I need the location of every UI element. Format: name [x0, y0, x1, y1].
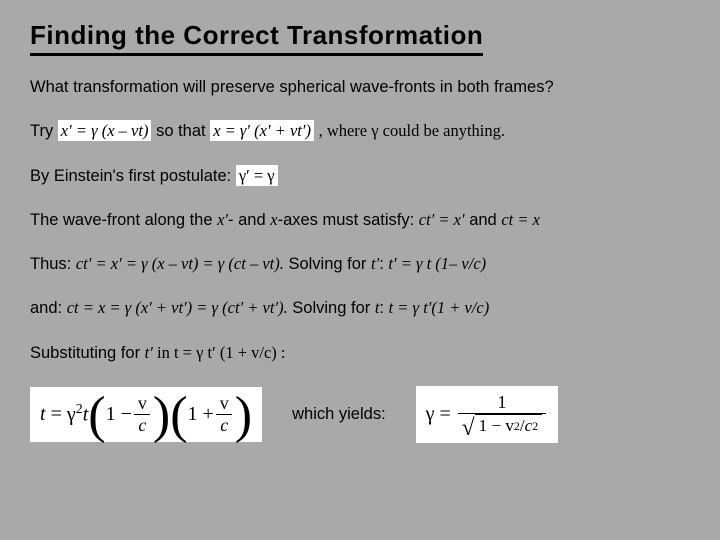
text: so that: [156, 122, 210, 140]
question-line: What transformation will preserve spheri…: [30, 76, 690, 98]
text: The wave-front along the: [30, 211, 217, 229]
text: , where γ could be anything.: [319, 121, 505, 140]
text: and:: [30, 299, 67, 317]
text: Solving for: [284, 255, 371, 273]
text: :: [379, 299, 388, 317]
text: Try: [30, 122, 58, 140]
var: x: [270, 210, 277, 229]
eq-gamma-eq: γ′ = γ: [236, 165, 278, 186]
text: -axes must satisfy:: [278, 211, 419, 229]
eq-x: x = γ′ (x′ + vt′): [210, 120, 314, 141]
text: in t = γ t′ (1 + v/c) :: [153, 343, 286, 362]
text: Solving for: [288, 299, 375, 317]
text: :: [379, 255, 388, 273]
thus-line: Thus: ct′ = x′ = γ (x – vt) = γ (ct – vt…: [30, 253, 690, 275]
eq: ct = x: [501, 210, 540, 229]
text: Thus:: [30, 255, 76, 273]
substituting-line: Substituting for t′ in t = γ t′ (1 + v/c…: [30, 342, 690, 364]
eq: ct = x = γ (x′ + vt′) = γ (ct′ + vt′).: [67, 298, 288, 317]
text: Substituting for: [30, 344, 145, 362]
eq: t′ = γ t (1– v/c): [388, 254, 486, 273]
equation-row: t = γ2t ( 1 − vc ) ( 1 + vc ) which yiel…: [30, 386, 690, 443]
eq-xprime: x′ = γ (x – vt): [58, 120, 152, 141]
which-yields-text: which yields:: [292, 405, 386, 424]
postulate-line: By Einstein's first postulate: γ′ = γ: [30, 165, 690, 187]
var: t′: [145, 343, 153, 362]
page-title: Finding the Correct Transformation: [30, 20, 483, 56]
var: t′: [371, 254, 379, 273]
wavefront-line: The wave-front along the x′- and x-axes …: [30, 209, 690, 231]
text: and: [465, 211, 502, 229]
try-line: Try x′ = γ (x – vt) so that x = γ′ (x′ +…: [30, 120, 690, 142]
text: By Einstein's first postulate:: [30, 167, 236, 185]
eq: t = γ t′(1 + v/c): [389, 298, 490, 317]
var: x′: [217, 210, 228, 229]
eq-gamma-result: γ = 1 √ 1 − v2 / c2: [416, 386, 559, 443]
and-line: and: ct = x = γ (x′ + vt′) = γ (ct′ + vt…: [30, 297, 690, 319]
text: - and: [228, 211, 270, 229]
eq: ct′ = x′ = γ (x – vt) = γ (ct – vt).: [76, 254, 284, 273]
eq: ct′ = x′: [419, 210, 465, 229]
eq-t-expanded: t = γ2t ( 1 − vc ) ( 1 + vc ): [30, 387, 262, 442]
